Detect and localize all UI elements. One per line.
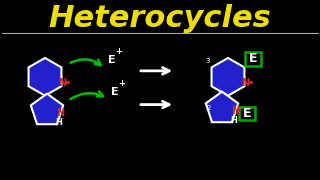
Text: E: E <box>111 87 119 97</box>
Text: H: H <box>56 118 62 127</box>
Text: N: N <box>241 78 250 88</box>
Text: N: N <box>231 106 239 116</box>
Text: 2: 2 <box>207 105 211 111</box>
FancyBboxPatch shape <box>239 107 255 120</box>
Polygon shape <box>206 92 238 122</box>
Text: 3: 3 <box>205 58 210 64</box>
Text: N: N <box>58 78 67 88</box>
FancyBboxPatch shape <box>245 52 261 66</box>
Text: +: + <box>118 79 125 88</box>
Text: N: N <box>56 108 64 118</box>
Text: E: E <box>249 52 257 66</box>
Polygon shape <box>31 94 63 124</box>
Text: +: + <box>115 47 122 56</box>
Text: E: E <box>108 55 116 65</box>
Text: Heterocycles: Heterocycles <box>49 4 271 33</box>
Text: H: H <box>231 116 237 125</box>
Polygon shape <box>212 58 244 96</box>
Text: E: E <box>243 107 251 120</box>
Polygon shape <box>28 58 61 96</box>
